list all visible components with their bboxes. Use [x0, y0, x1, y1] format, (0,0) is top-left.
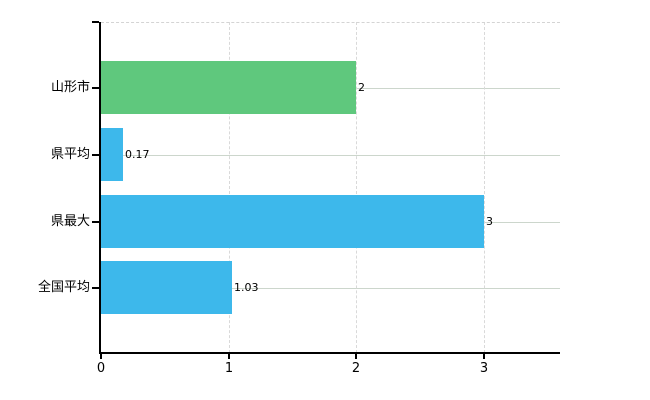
x-axis [99, 352, 560, 354]
y-axis-tick [92, 87, 99, 89]
h-gridline [101, 155, 560, 156]
v-gridline [484, 22, 485, 353]
category-label: 県平均 [50, 147, 90, 162]
x-tick-label: 1 [224, 361, 234, 376]
y-axis [99, 22, 101, 353]
y-axis-tick [92, 287, 99, 289]
bar [101, 195, 484, 248]
v-gridline [229, 22, 230, 353]
x-tick-label: 3 [479, 361, 489, 376]
category-label: 山形市 [50, 80, 90, 95]
x-axis-tick [100, 353, 102, 359]
category-label: 県最大 [50, 214, 90, 229]
x-tick-label: 2 [351, 361, 361, 376]
x-axis-tick [483, 353, 485, 359]
bar-value-label: 1.03 [234, 281, 259, 294]
y-axis-tick [92, 221, 99, 223]
category-label: 全国平均 [37, 280, 90, 295]
bar [101, 128, 123, 181]
x-axis-tick [355, 353, 357, 359]
x-tick-label: 0 [96, 361, 106, 376]
v-gridline [356, 22, 357, 353]
y-axis-tick [92, 154, 99, 156]
bar [101, 261, 232, 314]
bar-value-label: 2 [358, 81, 365, 94]
bar-value-label: 0.17 [125, 148, 150, 161]
bar [101, 61, 356, 114]
x-axis-tick [228, 353, 230, 359]
y-axis-tick [92, 21, 99, 23]
plot-top-border [101, 22, 560, 23]
h-gridline [101, 288, 560, 289]
bar-value-label: 3 [486, 215, 493, 228]
